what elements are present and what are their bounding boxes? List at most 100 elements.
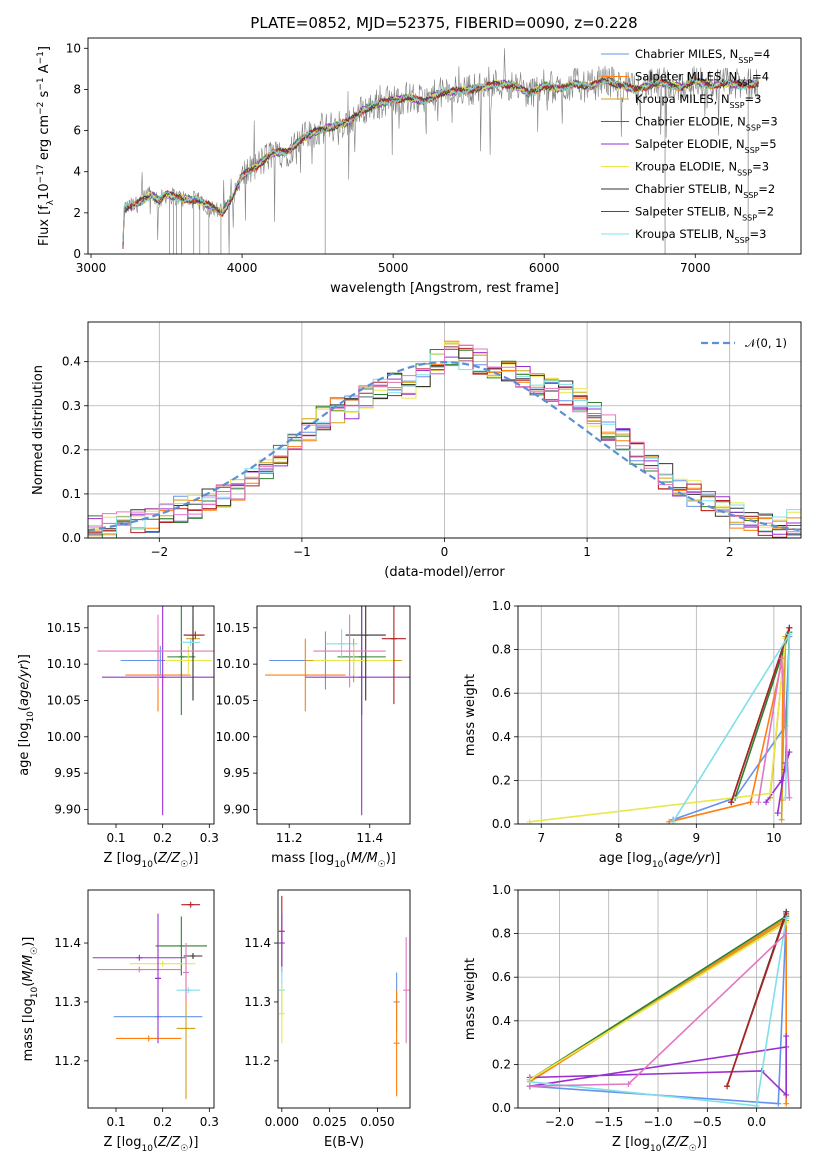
axes-frame <box>277 889 411 1109</box>
legend-label-n: =3 <box>750 227 767 241</box>
label-part: age/yr <box>668 851 711 866</box>
legend-label: Chabrier STELIB, NSSP=2 <box>635 182 775 200</box>
y-tick-label: 4 <box>73 165 81 179</box>
legend-label-text: Chabrier MILES, N <box>635 47 738 61</box>
y-tick-label: 9.95 <box>223 766 250 780</box>
axes-frame <box>87 37 802 255</box>
legend-label-text: Kroupa MILES, N <box>635 92 730 106</box>
x-tick-label: 0.050 <box>360 1115 394 1129</box>
legend-label-sub: SSP <box>745 146 760 155</box>
panel-age-vs-mass: 11.2 11.4 9.90 9.95 10.00 10.05 10.10 10.15 mass… <box>216 605 411 870</box>
mass-weight-point <box>728 799 735 806</box>
legend-label-n: =2 <box>757 205 774 219</box>
mass-weight-point <box>747 799 754 806</box>
y-tick-label: 10.00 <box>47 730 81 744</box>
label-part: 10 <box>334 860 346 870</box>
x-tick-label: 0.2 <box>153 831 172 845</box>
legend-label: Salpeter ELODIE, NSSP=5 <box>635 137 777 155</box>
x-axis-label: wavelength [Angstrom, rest frame] <box>330 281 559 296</box>
legend-label-text: Kroupa STELIB, N <box>635 227 735 241</box>
mass-weight-point <box>783 1091 790 1098</box>
label-part: 10 <box>37 183 52 200</box>
legend-label-sub: SSP <box>737 168 752 177</box>
label-part: ( <box>17 706 32 711</box>
x-tick-label: 0.3 <box>200 831 219 845</box>
mass-weight-point <box>774 810 781 817</box>
plot-area <box>122 48 760 254</box>
y-tick-label: 10.15 <box>47 621 81 635</box>
x-tick-label: −1 <box>293 545 311 559</box>
label-part: )] <box>386 851 396 866</box>
y-tick-label: 10.00 <box>216 730 250 744</box>
legend-label-sub: SSP <box>742 213 757 222</box>
normal-distribution-curve <box>88 360 801 532</box>
x-tick-label: 11.4 <box>356 831 383 845</box>
y-tick-label: 0.6 <box>492 686 511 700</box>
legend-label-text: Salpeter MILES, N <box>635 70 737 84</box>
legend-label-sub: SSP <box>735 236 750 245</box>
figure-title: PLATE=0852, MJD=52375, FIBERID=0090, z=0… <box>250 14 637 32</box>
x-axis-label: E(B-V) <box>324 1135 364 1150</box>
y-tick-label: 6 <box>73 124 81 138</box>
y-tick-label: 1.0 <box>492 883 511 897</box>
series-model-line <box>122 75 760 248</box>
label-part: )] <box>188 1135 198 1150</box>
legend-label-n: =4 <box>752 70 769 84</box>
y-tick-label: 8 <box>73 82 81 96</box>
label-part: age [log <box>599 851 652 866</box>
y-tick-label: 0.4 <box>492 1014 511 1028</box>
plot-area <box>526 624 793 824</box>
label-part: ☉ <box>180 1144 188 1154</box>
legend-label-n: =3 <box>761 115 778 129</box>
mass-weight-point <box>778 655 785 662</box>
x-axis-label: Z [log10(Z/Z☉)] <box>104 1135 199 1154</box>
label-part: −2 <box>36 102 46 115</box>
panel-age-vs-Z: 0.1 0.2 0.3 9.90 9.95 10.00 10.05 10.10 10.15 Z [… <box>17 605 219 870</box>
label-part: mass [log <box>21 998 36 1061</box>
y-tick-label: 0.4 <box>492 730 511 744</box>
mass-weight-series <box>529 638 787 823</box>
legend-label-text: Salpeter STELIB, N <box>635 205 742 219</box>
x-tick-label: −0.5 <box>693 1115 722 1129</box>
y-tick-label: 0.0 <box>492 817 511 831</box>
legend-label: Kroupa MILES, NSSP=3 <box>635 92 761 110</box>
mass-weight-series <box>730 627 791 803</box>
label-part: ( <box>663 851 668 866</box>
mass-weight-point <box>783 1043 790 1050</box>
axes-frame <box>87 321 802 539</box>
legend-label: Chabrier MILES, NSSP=4 <box>635 47 770 65</box>
x-tick-label: 11.2 <box>276 831 303 845</box>
x-tick-label: 0.025 <box>312 1115 346 1129</box>
x-tick-label: 0.1 <box>106 831 125 845</box>
y-tick-label: 0.3 <box>62 399 81 413</box>
mass-weight-series <box>529 922 787 1081</box>
panel-mass-vs-Z: 0.1 0.2 0.311.211.311.4Z [log10(Z/Z☉)]mass… <box>21 889 219 1154</box>
mass-weight-point <box>783 930 790 937</box>
legend-label: Salpeter MILES, NSSP=4 <box>635 70 769 88</box>
legend-label-text: Salpeter ELODIE, N <box>635 137 745 151</box>
label-part: Flux [f <box>37 205 52 246</box>
mass-weight-point <box>786 631 793 638</box>
y-tick-label: 10.15 <box>216 621 250 635</box>
y-tick-label: 0.8 <box>492 927 511 941</box>
y-tick-label: 10 <box>66 41 81 55</box>
x-tick-label: 0 <box>441 545 449 559</box>
label-part: wavelength [Angstrom, rest frame] <box>330 281 559 296</box>
y-axis-label: age [log10(age/yr)] <box>17 654 36 776</box>
legend-label-sub: SSP <box>743 191 758 200</box>
axes-frame <box>517 605 802 825</box>
y-tick-label: 0.2 <box>492 773 511 787</box>
label-part: λ <box>46 199 56 205</box>
mass-weight-point <box>526 1083 533 1090</box>
x-axis-label: Z [log10(Z/Z☉)] <box>104 851 199 870</box>
label-part: age [log <box>17 723 32 776</box>
mass-weight-point <box>786 624 793 631</box>
label-part: ] <box>37 46 52 51</box>
label-part: Z [log <box>612 1135 650 1150</box>
y-tick-label: 0.8 <box>492 643 511 657</box>
y-tick-label: 10.10 <box>216 657 250 671</box>
label-part: E(B-V) <box>324 1135 364 1150</box>
legend-label-text: Chabrier STELIB, N <box>635 182 743 196</box>
